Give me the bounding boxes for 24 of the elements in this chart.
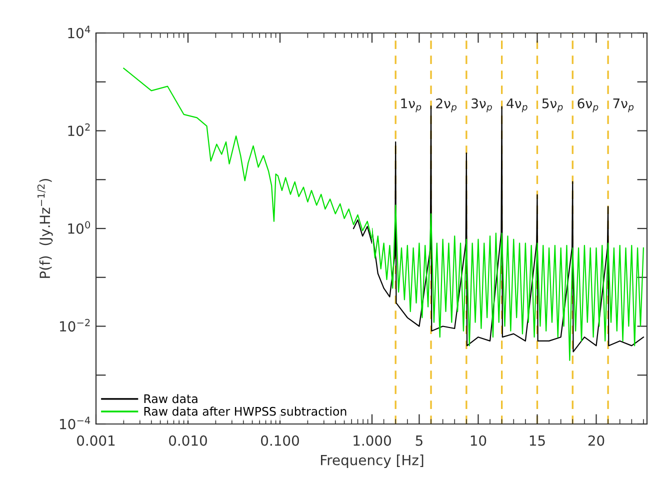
legend-label: Raw data <box>144 394 198 404</box>
ref-line-label: 3ν$_{p}$ <box>472 98 492 112</box>
y-tick-label: 10$^{−4}$ <box>60 416 90 430</box>
x-tick-label: 0.001 <box>77 435 115 446</box>
ref-line-label: 4ν$_{p}$ <box>506 98 528 112</box>
x-tick-label: 0.100 <box>261 435 299 446</box>
ref-line-label: 2ν$_{p}$ <box>436 98 457 112</box>
x-tick-label: 10 <box>470 435 486 446</box>
legend-label: Raw data after HWPSS subtraction <box>144 406 346 416</box>
ref-line-label: 6ν$_{p}$ <box>578 98 598 112</box>
x-tick-label: 20 <box>588 435 604 446</box>
x-tick-label: 1.000 <box>354 435 391 446</box>
y-axis-title: P(f) (Jy.Hz$^{−1/2}$) <box>37 178 53 278</box>
y-tick-label: 10$^{2}$ <box>68 123 90 136</box>
x-tick-label: 0.010 <box>169 435 207 446</box>
x-tick-label: 15 <box>530 436 545 446</box>
x-tick-label: 5 <box>416 436 422 446</box>
x-axis-title: Frequency [Hz] <box>320 454 424 468</box>
ref-line-label: 7ν$_{p}$ <box>613 98 634 112</box>
y-tick-label: 10$^{4}$ <box>68 26 90 38</box>
ref-line-label: 1ν$_{p}$ <box>401 98 422 112</box>
y-tick-label: 10$^{0}$ <box>68 221 90 234</box>
y-tick-label: 10$^{−2}$ <box>60 318 90 332</box>
ref-line-label: 5ν$_{p}$ <box>542 98 563 112</box>
